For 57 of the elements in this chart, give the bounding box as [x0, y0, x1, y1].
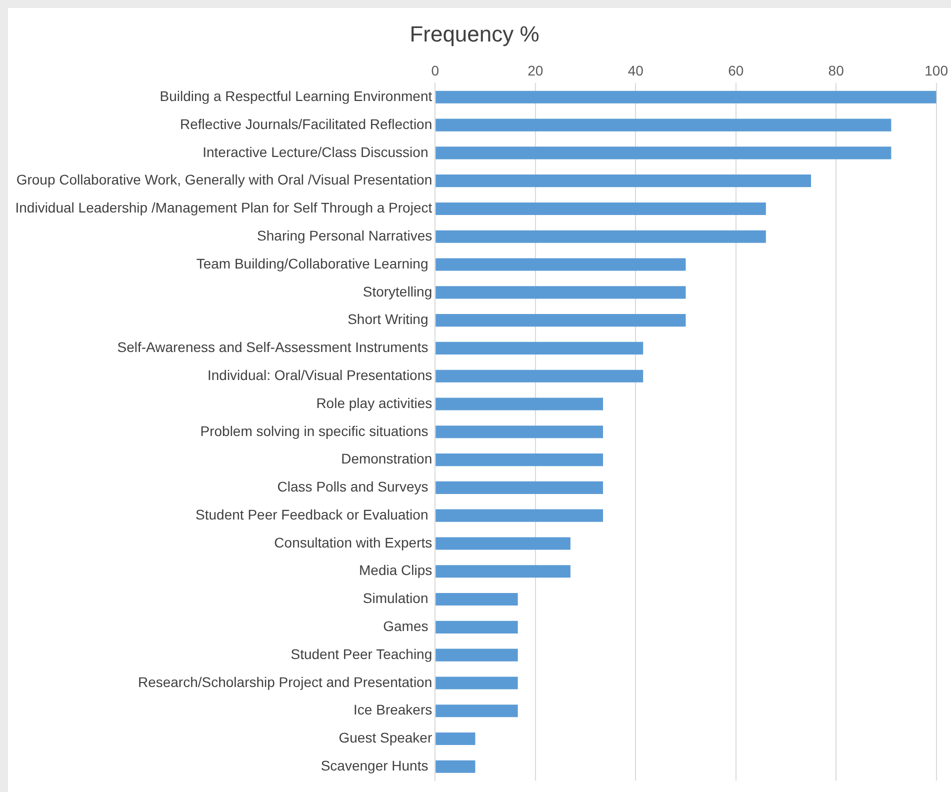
y-tick-label: Guest Speaker [338, 730, 432, 746]
bar [436, 230, 766, 243]
y-tick-label: Interactive Lecture/Class Discussion [202, 144, 432, 160]
bar [436, 174, 812, 188]
y-tick-label: Group Collaborative Work, Generally with Oral /Visual Presentation [16, 172, 432, 188]
bar [436, 258, 686, 271]
bar [436, 454, 604, 466]
x-tick-label: 40 [628, 62, 644, 79]
bar [436, 286, 686, 299]
bar [436, 481, 604, 494]
bar [436, 342, 644, 354]
x-tick-label: 20 [528, 62, 544, 79]
bar [436, 509, 604, 522]
x-tick-label: 100 [924, 62, 948, 79]
bar [436, 537, 570, 550]
bar [436, 314, 686, 327]
bar [436, 398, 604, 410]
y-tick-label: Team Building/Collaborative Learning [196, 255, 432, 272]
bar [436, 593, 518, 606]
bar [436, 118, 892, 132]
y-tick-label: Student Peer Feedback or Evaluation [196, 506, 432, 522]
bar [436, 732, 476, 746]
bar [436, 202, 766, 216]
x-tick-label: 60 [728, 62, 744, 79]
y-tick-label: Research/Scholarship Project and Presentation [138, 674, 432, 690]
x-tick-label: 0 [431, 62, 440, 79]
bar [436, 620, 518, 634]
y-tick-label: Reflective Journals/Facilitated Reflection [180, 116, 432, 132]
y-tick-label: Building a Respectful Learning Environment [160, 88, 432, 104]
y-tick-label: Media Clips [358, 562, 432, 578]
y-tick-label: Individual Leadership /Management Plan for Self Through a Project [15, 200, 432, 216]
y-tick-label: Scavenger Hunts [320, 758, 432, 774]
y-tick-label: Simulation [362, 590, 432, 606]
bar [436, 704, 518, 718]
bar [436, 648, 518, 662]
y-tick-label: Demonstration [341, 450, 432, 467]
bar [436, 676, 518, 690]
y-tick-label: Self-Awareness and Self-Assessment Instruments [117, 339, 432, 356]
y-tick-label: Short Writing [348, 311, 432, 328]
y-tick-label: Problem solving in specific situations [200, 422, 432, 439]
y-tick-label: Student Peer Teaching [290, 646, 432, 662]
y-tick-label: Ice Breakers [354, 702, 432, 718]
y-tick-label: Individual: Oral/Visual Presentations [207, 366, 432, 383]
bar [436, 426, 604, 438]
y-tick-label: Class Polls and Surveys [277, 478, 432, 495]
bar [436, 90, 936, 104]
bar [436, 760, 476, 773]
x-tick-label: 80 [828, 62, 844, 79]
y-tick-label: Consultation with Experts [274, 534, 432, 550]
bar [436, 370, 644, 382]
y-tick-label: Sharing Personal Narratives [257, 227, 432, 244]
y-tick-label: Games [383, 618, 432, 634]
bar [436, 146, 892, 160]
bar [436, 565, 570, 578]
y-tick-label: Storytelling [362, 283, 432, 300]
chart-title: Frequency % [410, 21, 540, 46]
y-tick-label: Role play activities [316, 394, 432, 411]
